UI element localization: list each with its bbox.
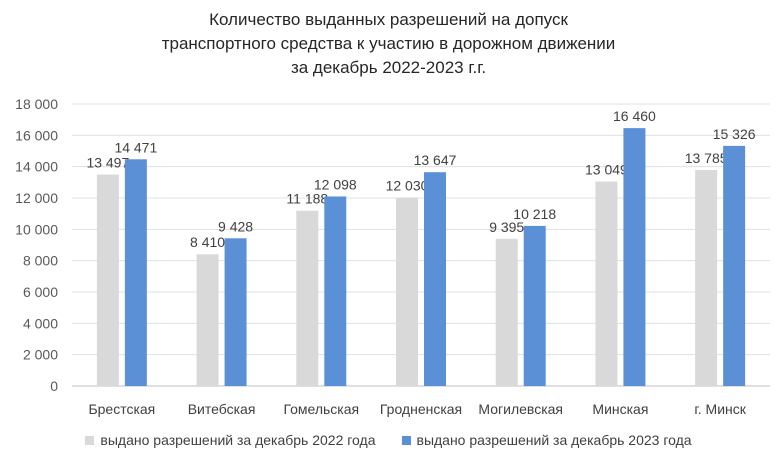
chart-title-line-2: транспортного средства к участию в дорож… bbox=[161, 34, 616, 53]
data-label-2022: 9 395 bbox=[489, 219, 524, 235]
y-tick-label: 4 000 bbox=[23, 315, 58, 331]
x-category-label: Минская bbox=[592, 401, 648, 417]
x-category-label: Брестская bbox=[88, 401, 155, 417]
bar-2023 bbox=[424, 172, 446, 386]
data-label-2023: 15 326 bbox=[713, 126, 756, 142]
bar-2023 bbox=[224, 238, 247, 386]
x-category-label: Витебская bbox=[188, 401, 256, 417]
data-label-2022: 12 030 bbox=[386, 178, 429, 194]
bar-2022 bbox=[595, 181, 618, 386]
y-tick-label: 0 bbox=[50, 378, 58, 394]
legend-swatch-2023 bbox=[401, 435, 411, 445]
chart-title-line-3: за декабрь 2022-2023 г.г. bbox=[290, 58, 487, 77]
bar-2022 bbox=[96, 174, 119, 386]
y-tick-label: 2 000 bbox=[23, 347, 58, 363]
bar-2023 bbox=[124, 159, 147, 386]
legend-swatch-2022 bbox=[85, 435, 95, 445]
data-label-2022: 13 785 bbox=[685, 150, 728, 166]
x-category-label: Могилевская bbox=[478, 401, 563, 417]
y-tick-label: 10 000 bbox=[15, 221, 58, 237]
legend-label-2022: выдано разрешений за декабрь 2022 года bbox=[100, 432, 376, 448]
x-category-label: Гомельская bbox=[283, 401, 359, 417]
data-label-2023: 16 460 bbox=[613, 108, 656, 124]
legend: выдано разрешений за декабрь 2022 года в… bbox=[0, 432, 777, 448]
data-label-2023: 14 471 bbox=[114, 139, 157, 155]
y-tick-label: 12 000 bbox=[15, 190, 58, 206]
data-label-2022: 8 410 bbox=[190, 234, 225, 250]
bar-2023 bbox=[623, 128, 646, 387]
data-label-2023: 12 098 bbox=[314, 176, 357, 192]
bar-2022 bbox=[396, 197, 418, 386]
bar-2022 bbox=[495, 238, 518, 386]
y-tick-label: 8 000 bbox=[23, 253, 58, 269]
x-category-label: Гродненская bbox=[380, 401, 462, 417]
data-label-2023: 9 428 bbox=[218, 218, 253, 234]
y-tick-label: 14 000 bbox=[15, 159, 58, 175]
y-tick-label: 18 000 bbox=[15, 96, 58, 112]
x-category-label: г. Минск bbox=[694, 401, 746, 417]
bar-2022 bbox=[296, 210, 319, 386]
data-label-2022: 13 049 bbox=[585, 162, 628, 178]
legend-item-2022: выдано разрешений за декабрь 2022 года bbox=[85, 432, 376, 448]
data-label-2023: 13 647 bbox=[414, 152, 457, 168]
bar-2023 bbox=[324, 196, 347, 386]
bar-2023 bbox=[523, 225, 546, 386]
legend-item-2023: выдано разрешений за декабрь 2023 года bbox=[401, 432, 692, 448]
chart-title: Количество выданных разрешений на допуск… bbox=[0, 8, 777, 80]
bar-2022 bbox=[695, 170, 718, 386]
bar-2023 bbox=[723, 145, 746, 386]
data-label-2022: 13 497 bbox=[86, 155, 129, 171]
y-tick-label: 6 000 bbox=[23, 284, 58, 300]
legend-label-2023: выдано разрешений за декабрь 2023 года bbox=[416, 432, 692, 448]
y-tick-label: 16 000 bbox=[15, 127, 58, 143]
chart-title-line-1: Количество выданных разрешений на допуск bbox=[209, 10, 568, 29]
bar-2022 bbox=[196, 254, 219, 386]
bar-chart: 0 2 000 4 000 6 000 8 000 10 000 12 000 14 000 1… bbox=[15, 96, 770, 417]
data-label-2022: 11 188 bbox=[286, 191, 328, 207]
data-label-2023: 10 218 bbox=[513, 206, 556, 222]
